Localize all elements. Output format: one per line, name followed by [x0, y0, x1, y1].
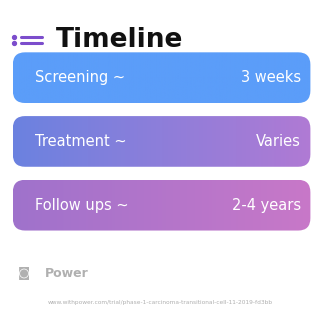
Text: Treatment ~: Treatment ~	[35, 134, 127, 149]
Text: Timeline: Timeline	[56, 27, 183, 53]
Text: ◙: ◙	[18, 267, 30, 280]
Text: Varies: Varies	[256, 134, 301, 149]
Text: Power: Power	[45, 267, 89, 280]
Text: Screening ~: Screening ~	[35, 70, 125, 85]
Text: Follow ups ~: Follow ups ~	[35, 198, 129, 213]
Text: www.withpower.com/trial/phase-1-carcinoma-transitional-cell-11-2019-fd3bb: www.withpower.com/trial/phase-1-carcinom…	[47, 300, 273, 305]
Text: 2-4 years: 2-4 years	[232, 198, 301, 213]
Text: 3 weeks: 3 weeks	[241, 70, 301, 85]
